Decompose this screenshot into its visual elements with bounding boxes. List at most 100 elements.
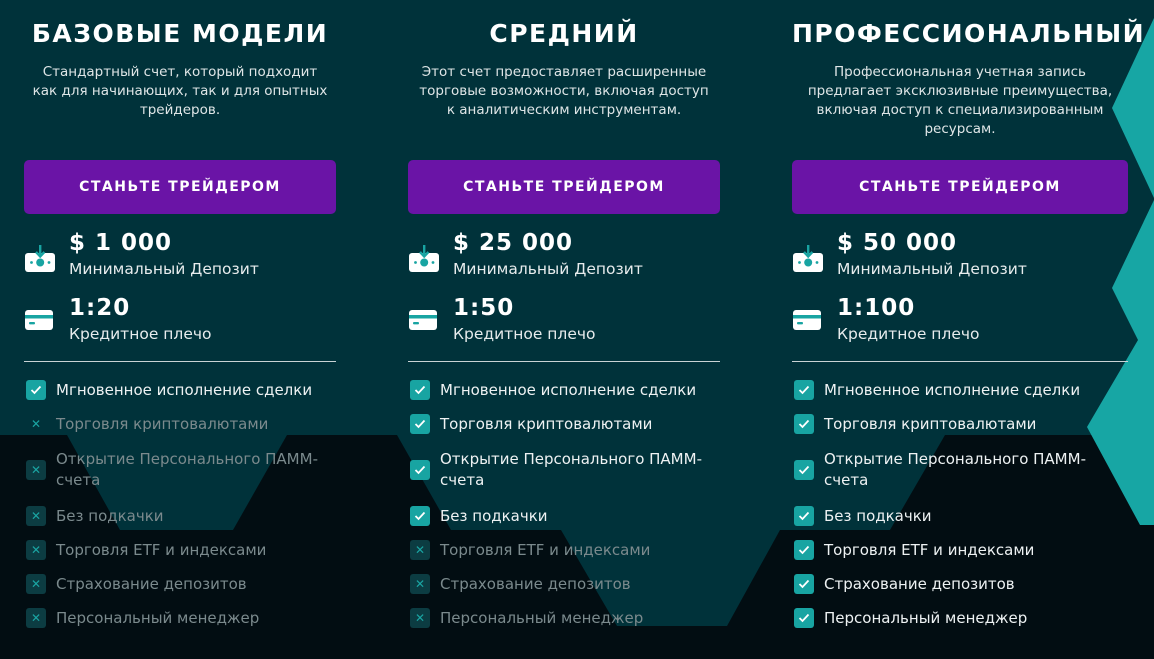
dark-lower-shape [0,435,1154,659]
check-icon [410,414,430,434]
feature-text: Торговля криптовалютами [56,414,269,433]
feature-text: Без подкачки [56,506,164,525]
check-icon [26,380,46,400]
feature-item: ✕ Торговля ETF и индексами [408,533,720,567]
cross-icon: ✕ [410,540,430,560]
cross-icon: ✕ [26,506,46,526]
plan-professional: ПРОФЕССИОНАЛЬНЫЙ Профессиональная учетная… [792,0,1146,659]
divider [408,361,720,362]
credit-card-icon [25,308,55,336]
feature-text: Торговля ETF и индексами [440,540,651,559]
check-icon [794,380,814,400]
feature-text: Торговля ETF и индексами [56,540,267,559]
feature-text: Открытие Персонального ПАММ-счета [824,450,1086,489]
feature-item: ✕ Торговля ETF и индексами [24,533,336,567]
min-deposit-value: $ 50 000 [837,230,958,256]
check-icon [794,506,814,526]
min-deposit: $ 50 000 Минимальный Депозит [792,230,1128,291]
feature-item: Торговля ETF и индексами [792,533,1128,567]
cross-icon: ✕ [26,540,46,560]
feature-list: Мгновенное исполнение сделки Торговля кр… [792,373,1128,635]
feature-text: Торговля ETF и индексами [824,540,1035,559]
min-deposit: $ 25 000 Минимальный Депозит [408,230,720,291]
leverage: 1:20 Кредитное плечо [24,295,336,356]
become-trader-button[interactable]: СТАНЬТЕ ТРЕЙДЕРОМ [792,160,1128,214]
check-icon [410,460,430,480]
leverage-label: Кредитное плечо [453,325,596,343]
feature-item: ✕ Персональный менеджер [24,601,336,635]
plan-basic: БАЗОВЫЕ МОДЕЛИ Стандартный счет, который … [24,0,336,659]
feature-item: ✕ Торговля криптовалютами [24,407,336,441]
check-icon [794,460,814,480]
leverage-value: 1:20 [69,295,131,321]
plan-title: СРЕДНИЙ [489,19,639,48]
feature-item: ✕ Открытие Персонального ПАММ-счета [24,445,336,495]
feature-text: Без подкачки [824,506,932,525]
feature-item: ✕ Персональный менеджер [408,601,720,635]
check-icon [794,414,814,434]
min-deposit-value: $ 25 000 [453,230,574,256]
min-deposit-label: Минимальный Депозит [837,260,1027,278]
check-icon [794,540,814,560]
check-icon [794,574,814,594]
cross-icon: ✕ [410,574,430,594]
plan-description: Профессиональная учетная запись предлага… [807,64,1113,137]
divider [792,361,1128,362]
min-deposit-label: Минимальный Депозит [69,260,259,278]
feature-item: ✕ Страхование депозитов [24,567,336,601]
feature-text: Персональный менеджер [824,608,1028,627]
min-deposit: $ 1 000 Минимальный Депозит [24,230,336,291]
leverage: 1:50 Кредитное плечо [408,295,720,356]
feature-text: Открытие Персонального ПАММ-счета [56,450,318,489]
feature-item: Открытие Персонального ПАММ-счета [408,445,720,495]
feature-text: Мгновенное исполнение сделки [440,380,697,399]
min-deposit-value: $ 1 000 [69,230,173,256]
leverage-value: 1:100 [837,295,916,321]
feature-item: Мгновенное исполнение сделки [792,373,1128,407]
leverage-value: 1:50 [453,295,515,321]
min-deposit-label: Минимальный Депозит [453,260,643,278]
check-icon [794,608,814,628]
feature-item: Открытие Персонального ПАММ-счета [792,445,1128,495]
check-icon [410,506,430,526]
credit-card-icon [409,308,439,336]
feature-text: Персональный менеджер [440,608,644,627]
cross-icon: ✕ [26,608,46,628]
feature-text: Мгновенное исполнение сделки [824,380,1081,399]
feature-item: Персональный менеджер [792,601,1128,635]
leverage-label: Кредитное плечо [837,325,980,343]
leverage-label: Кредитное плечо [69,325,212,343]
feature-item: Торговля криптовалютами [792,407,1128,441]
deposit-icon [409,245,439,273]
check-icon [410,380,430,400]
feature-text: Страхование депозитов [56,574,247,593]
deposit-icon [25,245,55,273]
cross-icon: ✕ [26,574,46,594]
become-trader-button[interactable]: СТАНЬТЕ ТРЕЙДЕРОМ [24,160,336,214]
feature-list: Мгновенное исполнение сделки ✕ Торговля … [24,373,336,635]
plan-description: Этот счет предоставляет расширенные торг… [419,64,709,118]
feature-item: Без подкачки [408,499,720,533]
feature-item: Мгновенное исполнение сделки [408,373,720,407]
become-trader-button[interactable]: СТАНЬТЕ ТРЕЙДЕРОМ [408,160,720,214]
teal-chevron-top [1112,18,1154,198]
plan-title: БАЗОВЫЕ МОДЕЛИ [31,19,329,48]
plan-medium: СРЕДНИЙ Этот счет предоставляет расширенн… [408,0,720,659]
cross-icon: ✕ [26,460,46,480]
deposit-icon [793,245,823,273]
plan-title: ПРОФЕССИОНАЛЬНЫЙ [792,19,1146,48]
plan-description: Стандартный счет, который подходит как д… [32,64,328,118]
feature-text: Мгновенное исполнение сделки [56,380,313,399]
feature-item: ✕ Страхование депозитов [408,567,720,601]
feature-item: ✕ Без подкачки [24,499,336,533]
feature-item: Без подкачки [792,499,1128,533]
feature-item: Мгновенное исполнение сделки [24,373,336,407]
feature-text: Страхование депозитов [440,574,631,593]
feature-text: Без подкачки [440,506,548,525]
feature-item: Страхование депозитов [792,567,1128,601]
feature-text: Страхование депозитов [824,574,1015,593]
feature-item: Торговля криптовалютами [408,407,720,441]
feature-text: Торговля криптовалютами [440,414,653,433]
feature-list: Мгновенное исполнение сделки Торговля кр… [408,373,720,635]
